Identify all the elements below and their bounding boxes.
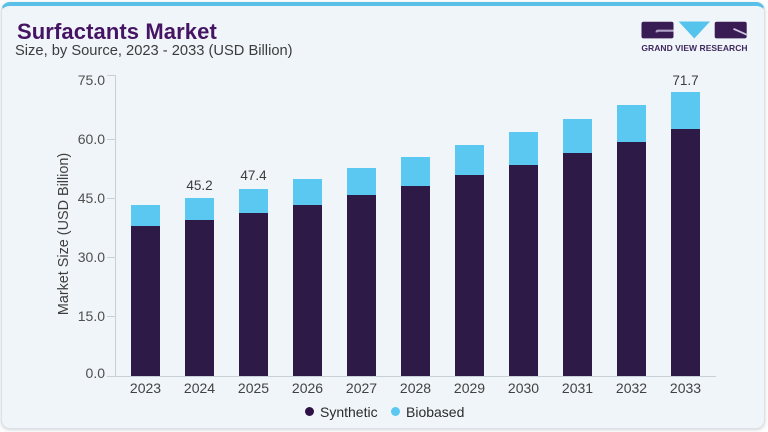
svg-text:GRAND VIEW RESEARCH: GRAND VIEW RESEARCH <box>641 43 747 53</box>
